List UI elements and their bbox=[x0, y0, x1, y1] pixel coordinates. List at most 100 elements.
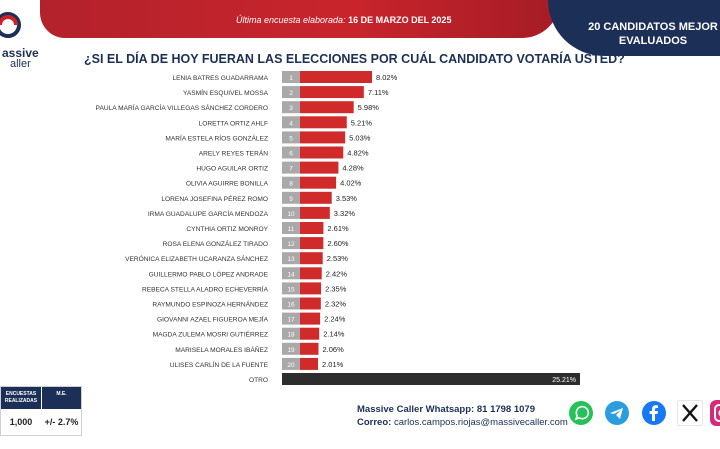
candidate-label: CYNTHIA ORTIZ MONROY bbox=[186, 226, 268, 233]
candidate-label: GUILLERMO PABLO LÓPEZ ANDRADE bbox=[149, 269, 269, 278]
rank-number: 7 bbox=[289, 166, 293, 173]
whatsapp-contact: Massive Caller Whatsapp: 81 1798 1079 bbox=[357, 404, 535, 415]
rank-box bbox=[282, 206, 300, 219]
rank-box bbox=[282, 312, 300, 325]
rank-number: 4 bbox=[289, 120, 293, 127]
bar bbox=[300, 297, 321, 310]
logo-text-line2: aller bbox=[10, 58, 31, 70]
rank-number: 10 bbox=[287, 211, 295, 218]
top-banner: Última encuesta elaborada: 16 DE MARZO D… bbox=[40, 0, 560, 38]
rank-box bbox=[282, 252, 300, 265]
rank-number: 6 bbox=[289, 151, 293, 158]
candidate-label: PAULA MARÍA GARCÍA VILLEGAS SÁNCHEZ CORD… bbox=[96, 103, 268, 112]
value-label: 2.32% bbox=[325, 300, 347, 309]
rank-number: 8 bbox=[289, 181, 293, 188]
whatsapp-icon[interactable] bbox=[568, 400, 594, 426]
rank-number: 5 bbox=[289, 135, 293, 142]
value-label: 25.21% bbox=[552, 377, 576, 384]
rank-box bbox=[282, 327, 300, 340]
value-label: 5.98% bbox=[358, 103, 380, 112]
value-label: 2.61% bbox=[327, 224, 349, 233]
rank-box bbox=[282, 146, 300, 159]
value-label: 7.11% bbox=[368, 88, 389, 97]
bar bbox=[300, 161, 339, 174]
bar bbox=[300, 342, 319, 355]
x-icon[interactable] bbox=[677, 400, 703, 426]
bar bbox=[300, 191, 332, 204]
rank-box bbox=[282, 71, 300, 83]
rank-number: 17 bbox=[287, 317, 295, 324]
candidate-label: ROSA ELENA GONZÁLEZ TIRADO bbox=[163, 239, 268, 248]
candidate-label: YASMÍN ESQUIVEL MOSSA bbox=[183, 88, 269, 97]
instagram-icon[interactable] bbox=[710, 400, 720, 426]
survey-date-label: Última encuesta elaborada: bbox=[236, 15, 349, 25]
value-label: 3.32% bbox=[334, 209, 356, 218]
candidate-label: LORETTA ORTIZ AHLF bbox=[199, 120, 268, 127]
right-banner-title: 20 CANDIDATOS MEJOR EVALUADOS bbox=[588, 21, 718, 47]
bar bbox=[300, 101, 354, 114]
value-label: 2.35% bbox=[325, 284, 347, 293]
bar-otro bbox=[282, 373, 580, 385]
rank-number: 12 bbox=[287, 241, 295, 248]
bar bbox=[300, 176, 337, 189]
bar bbox=[300, 357, 319, 370]
candidate-label: ULISES CARLÍN DE LA FUENTE bbox=[170, 360, 269, 369]
surveys-header: ENCUESTAS REALIZADAS bbox=[1, 387, 41, 409]
candidate-label: LENIA BATRES GUADARRAMA bbox=[172, 75, 268, 82]
candidate-label: RAYMUNDO ESPINOZA HERNÁNDEZ bbox=[152, 300, 268, 309]
value-label: 2.53% bbox=[327, 254, 349, 263]
rank-box bbox=[282, 116, 300, 129]
rank-box bbox=[282, 86, 300, 99]
rank-number: 3 bbox=[289, 105, 293, 112]
bar bbox=[300, 71, 372, 83]
telegram-icon[interactable] bbox=[604, 400, 630, 426]
bar bbox=[300, 116, 347, 129]
value-label: 5.03% bbox=[349, 133, 371, 142]
chart-title: ¿SI EL DÍA DE HOY FUERAN LAS ELECCIONES … bbox=[84, 52, 625, 66]
candidate-label: OLIVIA AGUIRRE BONILLA bbox=[186, 181, 269, 188]
bar bbox=[300, 312, 321, 325]
rank-box bbox=[282, 101, 300, 114]
rank-box bbox=[282, 267, 300, 280]
value-label: 4.82% bbox=[347, 149, 369, 158]
logo-text-line1: assive bbox=[2, 46, 39, 60]
value-label: 5.21% bbox=[351, 118, 373, 127]
rank-number: 18 bbox=[287, 332, 295, 339]
value-label: 2.06% bbox=[322, 345, 344, 354]
survey-info-table: ENCUESTAS REALIZADAS M.E. 1,000 +/- 2.7% bbox=[0, 386, 82, 436]
value-label: 8.02% bbox=[376, 73, 398, 82]
candidate-label: MARÍA ESTELA RÍOS GONZÁLEZ bbox=[165, 133, 268, 142]
rank-number: 16 bbox=[287, 302, 295, 309]
rank-box bbox=[282, 161, 300, 174]
rank-box bbox=[282, 237, 300, 250]
logo-mark-icon bbox=[0, 12, 21, 38]
bar bbox=[300, 252, 323, 265]
margin-error-value: +/- 2.7% bbox=[44, 417, 79, 427]
rank-number: 2 bbox=[289, 90, 293, 97]
rank-box bbox=[282, 222, 300, 234]
rank-number: 20 bbox=[287, 362, 295, 369]
massive-caller-logo: assive aller bbox=[0, 6, 64, 70]
candidate-label: LORENA JOSEFINA PÉREZ ROMO bbox=[161, 194, 268, 203]
email-contact: Correo: carlos.campos.riojas@massivecall… bbox=[357, 417, 568, 428]
value-label: 2.01% bbox=[322, 360, 344, 369]
rank-box bbox=[282, 176, 300, 189]
bar bbox=[300, 267, 322, 280]
facebook-icon[interactable] bbox=[641, 400, 667, 426]
whatsapp-number[interactable]: 81 1798 1079 bbox=[476, 404, 535, 415]
email-address[interactable]: carlos.campos.riojas@massivecaller.com bbox=[393, 417, 568, 428]
rank-box bbox=[282, 342, 300, 355]
email-label: Correo: bbox=[357, 417, 392, 428]
value-label: 2.14% bbox=[323, 330, 345, 339]
rank-number: 15 bbox=[287, 286, 295, 293]
rank-box bbox=[282, 357, 300, 370]
candidate-label: REBECA STELLA ALADRO ECHEVERRÍA bbox=[142, 284, 269, 293]
rank-number: 14 bbox=[287, 271, 295, 278]
candidate-label: MARISELA MORALES IBÁÑEZ bbox=[175, 345, 268, 354]
margin-error-header: M.E. bbox=[42, 387, 81, 409]
rank-box bbox=[282, 297, 300, 310]
value-label: 4.28% bbox=[342, 164, 364, 173]
candidate-label: VERÓNICA ELIZABETH UCARANZA SÁNCHEZ bbox=[125, 254, 268, 263]
survey-date-value: 16 DE MARZO DEL 2025 bbox=[348, 15, 452, 25]
